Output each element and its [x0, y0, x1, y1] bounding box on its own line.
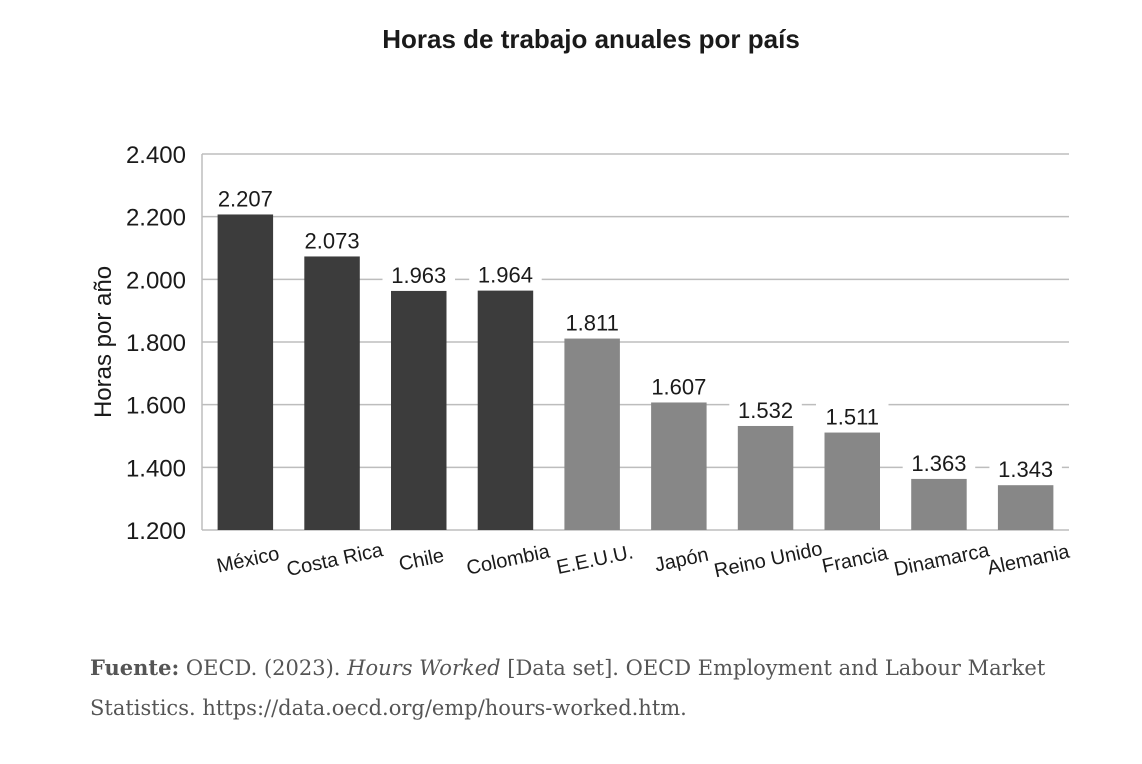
x-tick-label: Costa Rica [285, 539, 386, 581]
bar-francia [824, 432, 880, 530]
value-label: 1.607 [651, 374, 706, 399]
chart-title: Horas de trabajo anuales por país [382, 24, 800, 54]
x-tick-label: Chile [397, 545, 446, 576]
bar-chile [391, 290, 447, 530]
value-label-bg [989, 455, 1062, 482]
x-tick-label: Dinamarca [892, 539, 992, 581]
value-label-bg [642, 372, 716, 399]
value-label-bg [382, 260, 455, 287]
value-label: 2.207 [218, 186, 273, 211]
y-axis: 1.200 1.400 1.600 1.800 2.000 2.200 2.400 [126, 142, 203, 545]
y-tick-label: 1.600 [126, 393, 186, 420]
value-label-bg [295, 226, 369, 253]
x-tick-label: Francia [820, 542, 891, 578]
value-label: 1.511 [826, 405, 879, 430]
value-label-bg [816, 402, 889, 429]
y-tick-label: 1.800 [126, 330, 186, 357]
y-tick-label: 2.000 [126, 267, 186, 294]
value-label-bg [469, 260, 542, 287]
y-tick-label: 1.400 [126, 455, 186, 482]
x-tick-label: E.E.U.U. [555, 541, 636, 579]
bar-méxico [217, 214, 274, 530]
source-note: Fuente: OECD. (2023). Hours Worked [Data… [90, 648, 1080, 728]
value-label: 1.964 [478, 263, 533, 288]
source-label: Fuente: [90, 655, 180, 680]
value-label-bg [555, 308, 629, 335]
bar-alemania [997, 485, 1054, 530]
bar-costa-rica [304, 256, 360, 530]
value-label: 1.363 [911, 451, 966, 476]
source-text-before: OECD. (2023). [179, 656, 348, 680]
bar-e-e-u-u- [564, 338, 620, 530]
bar-dinamarca [911, 478, 967, 530]
source-dataset-title: Hours Worked [347, 656, 501, 680]
bars [217, 214, 1054, 530]
y-tick-label: 1.200 [126, 518, 186, 545]
value-label: 1.343 [998, 457, 1053, 482]
value-label-bg [729, 395, 802, 422]
y-axis-label: Horas por año [90, 266, 117, 418]
x-tick-labels: México Costa Rica Chile Colombia E.E.U.U. Jap… [215, 538, 1072, 582]
x-tick-label: México [215, 543, 282, 578]
value-label: 1.963 [391, 263, 446, 288]
x-tick-label: Japón [653, 544, 711, 577]
bar-reino-unido [737, 425, 794, 530]
bar-colombia [477, 290, 534, 530]
value-label: 1.532 [738, 398, 793, 423]
value-label-bg [902, 448, 976, 475]
x-tick-label: Colombia [465, 540, 553, 579]
bar-chart: 1.200 1.400 1.600 1.800 2.000 2.200 2.400 2.20… [90, 142, 1072, 582]
source-text-after: [Data set]. OECD Employment and Labour M… [90, 656, 1046, 720]
x-tick-label: Reino Unido [712, 538, 824, 582]
bar-japón [651, 402, 707, 530]
value-labels: 2.207 2.073 1.963 1.964 1.811 1.607 1.532 1.511… [209, 184, 1062, 482]
x-tick-label: Alemania [985, 541, 1072, 580]
y-tick-label: 2.400 [126, 142, 186, 169]
y-tick-label: 2.200 [126, 205, 186, 232]
value-label-bg [209, 184, 282, 211]
value-label: 2.073 [305, 228, 360, 253]
value-label: 1.811 [565, 311, 618, 336]
